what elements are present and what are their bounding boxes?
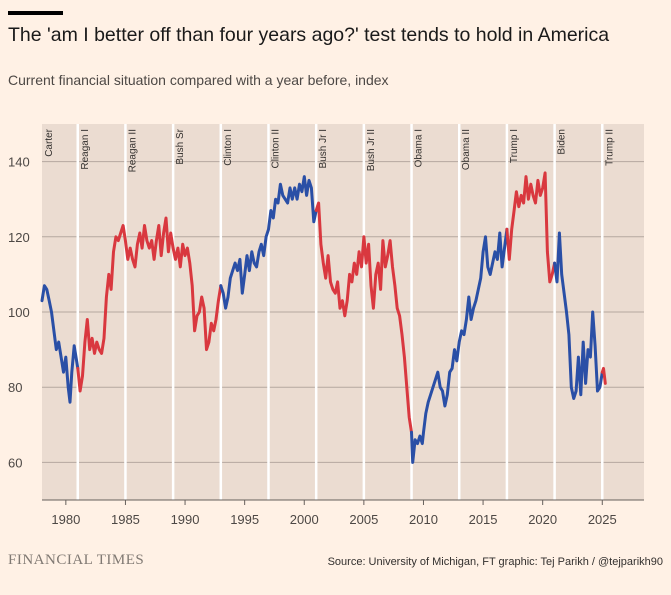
term-label: Biden [557,129,568,155]
y-tick-label: 100 [8,305,30,320]
democrat-series-line [410,227,509,464]
x-tick-label: 1985 [111,512,140,527]
x-tick-label: 2020 [528,512,557,527]
x-tick-label: 2005 [349,512,378,527]
democrat-series-line [219,175,318,310]
x-tick-label: 1995 [230,512,259,527]
ft-brand: FINANCIAL TIMES [8,552,145,568]
term-label: Carter [44,128,55,156]
term-label: Bush Jr II [366,129,377,171]
republican-series-line [505,171,557,284]
x-tick-label: 2000 [290,512,319,527]
y-tick-label: 120 [8,230,30,245]
term-label: Trump II [604,129,615,166]
term-label: Bush Sr [175,128,186,164]
chart-title: The 'am I better off than four years ago… [8,24,610,46]
democrat-series-line [553,231,604,400]
y-tick-label: 80 [8,380,22,395]
term-label: Obama II [461,129,472,170]
x-tick-label: 1990 [171,512,200,527]
republican-series-line [314,201,413,434]
x-tick-label: 2025 [588,512,617,527]
term-label: Bush Jr I [318,129,329,168]
democrat-series-line [40,284,80,404]
term-label: Trump I [509,129,520,163]
term-label: Clinton I [223,129,234,166]
y-tick-label: 140 [8,155,30,170]
chart-subtitle: Current financial situation compared wit… [8,72,389,88]
ft-top-bar [8,11,63,15]
term-label: Reagan I [80,129,91,170]
republican-series-line [76,216,223,393]
term-label: Clinton II [270,129,281,168]
x-tick-label: 1980 [51,512,80,527]
term-label: Reagan II [127,129,138,172]
y-tick-label: 60 [8,455,22,470]
x-tick-label: 2015 [469,512,498,527]
source-note: Source: University of Michigan, FT graph… [327,556,663,568]
x-tick-label: 2010 [409,512,438,527]
republican-series-line [600,366,607,385]
term-label: Obama I [414,129,425,167]
